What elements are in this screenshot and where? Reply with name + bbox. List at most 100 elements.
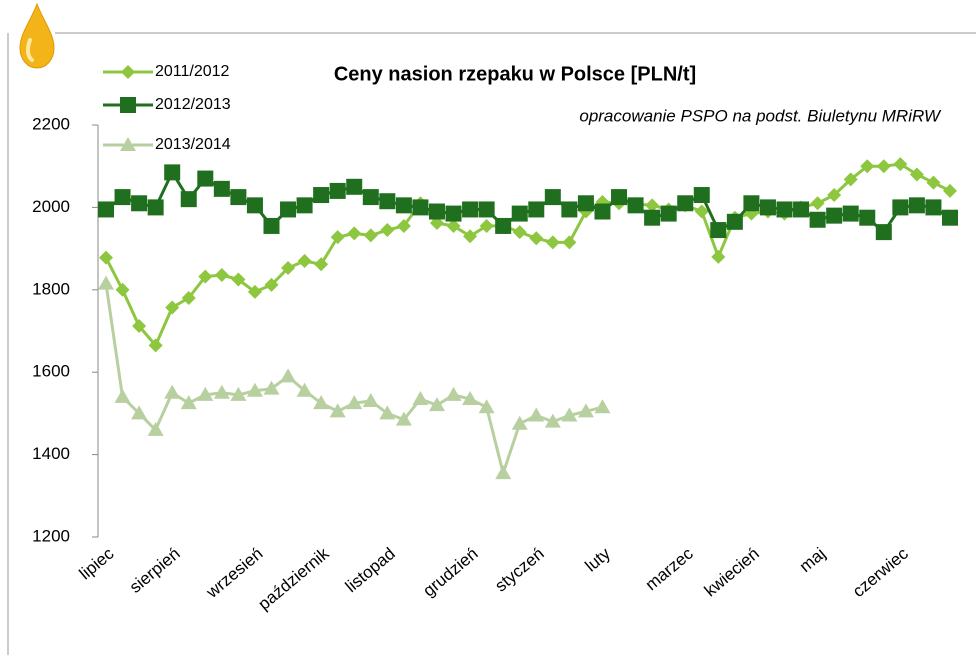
x-tick-label: listopad [342, 544, 399, 596]
frame [7, 32, 976, 655]
data-point [412, 390, 429, 405]
data-point [329, 182, 346, 199]
data-point [296, 382, 313, 397]
data-point [909, 167, 924, 182]
data-point [892, 199, 909, 216]
data-point [529, 231, 544, 246]
legend-marker [120, 97, 136, 113]
data-point [445, 205, 462, 222]
data-point [512, 225, 527, 240]
data-point [314, 257, 329, 272]
data-point [429, 216, 444, 231]
chart-subtitle: opracowanie PSPO na podst. Biuletynu MRi… [579, 106, 942, 125]
data-point [164, 164, 181, 181]
data-point [462, 390, 479, 405]
data-point [810, 196, 825, 211]
data-point [594, 399, 611, 414]
data-point [313, 395, 330, 410]
data-point [247, 284, 262, 299]
data-point [363, 228, 378, 243]
data-point [660, 205, 677, 222]
data-point [280, 201, 297, 218]
data-point [213, 180, 230, 197]
data-point [412, 199, 429, 216]
data-point [561, 407, 578, 422]
data-point [843, 172, 858, 187]
data-point [562, 235, 577, 250]
icon-highlight [25, 38, 34, 62]
data-point [710, 222, 727, 239]
data-point [827, 188, 842, 203]
x-tick-label: luty [581, 544, 614, 576]
data-point [148, 338, 163, 353]
x-tick-label: kwiecień [701, 544, 763, 600]
data-point [445, 386, 462, 401]
data-point [511, 415, 528, 430]
data-point [99, 250, 113, 265]
data-point [594, 203, 611, 220]
data-point [942, 209, 958, 226]
data-point [264, 277, 279, 292]
legend-label: 2011/2012 [155, 63, 230, 80]
data-point [280, 368, 297, 383]
series-line [105, 170, 951, 234]
oil-drop-icon [19, 2, 55, 69]
data-point [842, 205, 859, 222]
data-point [98, 275, 114, 290]
data-point [495, 465, 512, 480]
data-point [611, 189, 628, 206]
data-point [197, 386, 214, 401]
data-point [528, 201, 545, 218]
data-point [462, 201, 479, 218]
data-point [677, 195, 694, 212]
x-tick-label: sierpień [126, 544, 184, 597]
x-tick-label: wrzesień [202, 544, 266, 602]
data-point [379, 193, 396, 210]
data-point [214, 267, 229, 282]
y-tick-label: 1800 [32, 279, 70, 298]
data-point [908, 197, 925, 214]
data-point [577, 195, 594, 212]
data-point [98, 201, 114, 218]
x-tick-label: grudzień [419, 544, 481, 600]
data-point [115, 282, 130, 297]
x-tick-label: maj [796, 544, 829, 576]
series-line [104, 283, 603, 475]
y-tick-label: 1400 [32, 444, 70, 463]
data-point [544, 189, 561, 206]
data-point [644, 209, 661, 226]
data-point [711, 249, 726, 264]
data-point [428, 203, 445, 220]
data-point [395, 411, 412, 426]
data-point [231, 272, 246, 287]
data-point [809, 211, 826, 228]
y-tick-label: 1600 [32, 362, 70, 381]
data-point [263, 217, 280, 234]
data-point [495, 217, 512, 234]
data-point [230, 189, 247, 206]
data-point [380, 223, 395, 238]
data-point [147, 421, 164, 436]
legend-marker [121, 65, 135, 79]
data-point [561, 201, 578, 218]
data-point [478, 201, 495, 218]
data-point [893, 157, 908, 172]
data-point [396, 218, 411, 233]
x-tick-label: lipiec [76, 544, 118, 584]
data-point [925, 199, 942, 216]
data-point [329, 403, 346, 418]
data-point [346, 395, 363, 410]
y-tick-label: 1200 [32, 526, 70, 545]
data-point [246, 197, 263, 214]
data-point [627, 197, 644, 214]
data-point [943, 183, 957, 198]
data-point [511, 205, 528, 222]
data-point [114, 388, 131, 403]
data-point [726, 213, 743, 230]
data-point [180, 395, 197, 410]
data-point [759, 199, 776, 216]
data-point [544, 413, 561, 428]
data-point [379, 405, 396, 420]
data-point [776, 201, 793, 218]
data-point [428, 397, 445, 412]
